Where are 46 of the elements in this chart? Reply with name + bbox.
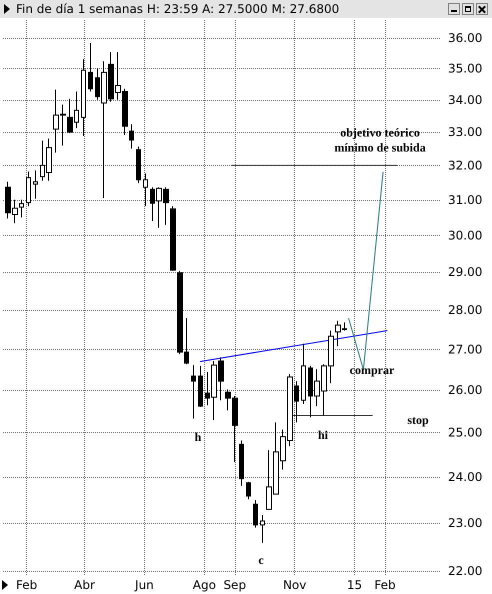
candlestick xyxy=(33,170,38,200)
x-tick-label: Feb xyxy=(374,578,396,592)
annotation: hi xyxy=(318,428,329,442)
annotation: h xyxy=(194,430,202,444)
y-tick-label: 32.00 xyxy=(448,158,482,172)
y-tick-label: 35.00 xyxy=(448,61,482,76)
x-tick-label: 15 xyxy=(346,578,362,592)
candlestick xyxy=(198,365,203,408)
candlestick xyxy=(26,171,31,207)
candlestick xyxy=(191,364,196,419)
x-tick-label: Sep xyxy=(223,578,246,592)
candlestick xyxy=(88,42,93,92)
y-tick-label: 23.00 xyxy=(448,516,482,530)
x-tick-label: Jun xyxy=(134,578,154,592)
x-tick-label: Nov xyxy=(282,578,306,592)
candlestick xyxy=(143,173,148,207)
candlestick xyxy=(19,199,24,218)
annotation: comprar xyxy=(350,363,395,377)
chart-title: Fin de día 1 semanas H: 23:59 A: 27.5000 M: 27.6800 xyxy=(16,2,340,16)
candlestick xyxy=(170,206,176,272)
candlestick xyxy=(239,440,244,486)
candlestick xyxy=(301,343,306,405)
y-tick-label: 25.00 xyxy=(448,426,482,440)
candlestick xyxy=(260,514,265,544)
x-tick-label: Feb xyxy=(16,578,38,592)
candlestick xyxy=(246,481,251,500)
annotation: objetivo teórico mínimo de subida xyxy=(334,126,426,154)
y-tick-label: 31.00 xyxy=(448,192,482,207)
y-tick-label: 27.00 xyxy=(448,342,482,356)
candlestick xyxy=(81,58,86,137)
x-tick-label: Ago xyxy=(192,578,216,592)
annotation: c xyxy=(258,553,264,567)
annotation: stop xyxy=(407,413,429,427)
y-tick-label: 34.00 xyxy=(448,92,482,107)
y-tick-label: 33.00 xyxy=(448,125,482,140)
y-tick-label: 36.00 xyxy=(448,30,482,45)
y-tick-label: 22.00 xyxy=(448,564,482,578)
candlestick xyxy=(129,124,134,150)
y-tick-label: 29.00 xyxy=(448,264,482,279)
y-tick-label: 30.00 xyxy=(448,228,482,242)
candlestick xyxy=(136,146,141,184)
y-tick-label: 28.00 xyxy=(448,302,482,317)
x-tick-label: Abr xyxy=(74,578,95,592)
y-tick-label: 26.00 xyxy=(448,383,482,398)
y-tick-label: 24.00 xyxy=(448,470,482,484)
candlestick xyxy=(253,500,258,528)
